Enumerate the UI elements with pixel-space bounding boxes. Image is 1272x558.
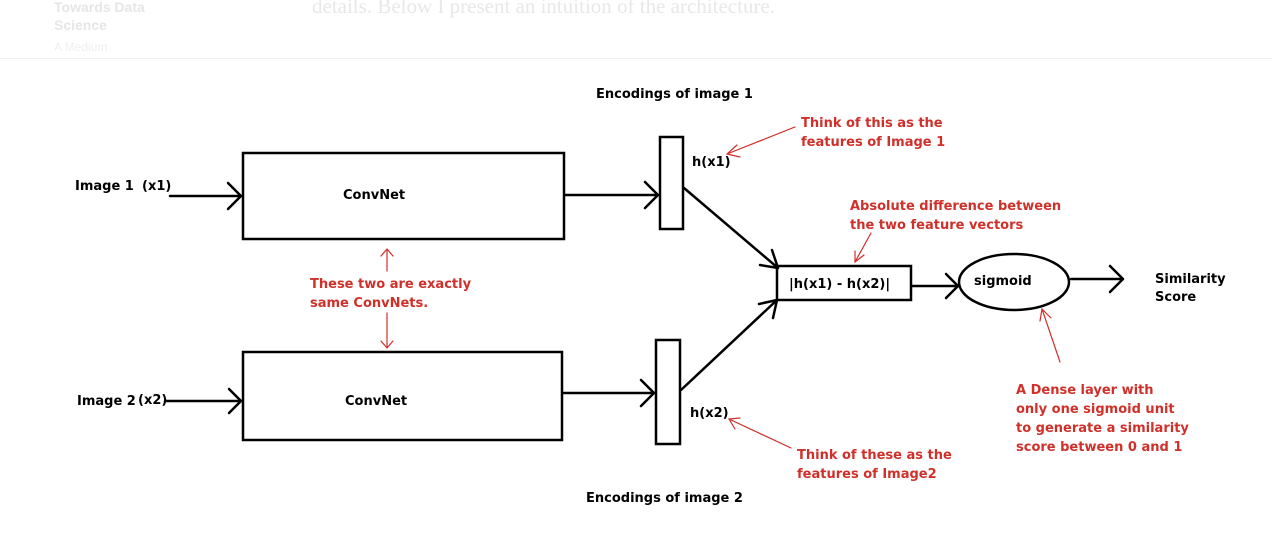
image1-var: (x1)	[142, 179, 171, 194]
arrow-encoding-top-to-difference	[682, 186, 780, 270]
difference-box	[775, 264, 913, 302]
note-same-line1: These two are exactly	[310, 277, 472, 292]
convnet-top-label: ConvNet	[343, 188, 405, 203]
note-difference-line2: the two feature vectors	[850, 218, 1024, 233]
arrow-image1-to-convnet	[168, 181, 243, 211]
publication-subtitle: A Medium	[54, 40, 108, 54]
h2-label: h(x2)	[690, 406, 729, 421]
difference-label: |h(x1) - h(x2)|	[789, 277, 890, 292]
note-dense-line3: to generate a similarity	[1016, 421, 1189, 436]
annotation-arrow-same-up	[380, 248, 394, 272]
arrow-convnet-to-encoding-bottom	[561, 378, 656, 408]
encodings-top-label: Encodings of image 1	[596, 87, 753, 102]
annotation-arrow-same-down	[380, 312, 394, 349]
note-dense-line4: score between 0 and 1	[1016, 440, 1182, 455]
note-difference-line1: Absolute difference between	[850, 199, 1061, 214]
arrow-encoding-bottom-to-difference	[679, 298, 779, 392]
arrow-sigmoid-to-score	[1069, 264, 1125, 294]
article-header: Towards Data Science A Medium details. B…	[0, 0, 1272, 59]
image2-label: Image 2	[77, 394, 136, 409]
note-h2-line1: Think of these as the	[797, 448, 952, 463]
arrow-convnet-to-encoding-top	[563, 180, 660, 210]
annotation-arrow-difference	[854, 232, 872, 264]
annotation-arrow-h2	[727, 417, 792, 449]
convnet-bottom-label: ConvNet	[345, 394, 407, 409]
convnet-box-top	[241, 151, 566, 241]
article-text-line: details. Below I present an intuition of…	[312, 0, 776, 18]
output-label-line1: Similarity	[1155, 272, 1226, 287]
note-dense-line2: only one sigmoid unit	[1016, 402, 1175, 417]
note-h2-line2: features of Image2	[797, 467, 937, 482]
sigmoid-ellipse	[957, 252, 1071, 312]
annotation-arrow-dense	[1039, 307, 1061, 363]
publication-name-line1[interactable]: Towards Data	[54, 0, 145, 15]
image1-label: Image 1	[75, 179, 134, 194]
arrow-difference-to-sigmoid	[910, 272, 960, 300]
encoding-bar-bottom	[654, 338, 682, 446]
output-label-line2: Score	[1155, 290, 1196, 305]
arrow-image2-to-convnet	[163, 387, 243, 415]
convnet-box-bottom	[241, 350, 564, 442]
h1-label: h(x1)	[692, 155, 731, 170]
annotation-arrow-h1	[725, 126, 796, 158]
encodings-bottom-label: Encodings of image 2	[586, 491, 743, 506]
publication-name-line2[interactable]: Science	[54, 17, 107, 33]
note-same-line2: same ConvNets.	[310, 296, 428, 311]
image2-var: (x2)	[138, 393, 167, 408]
encoding-bar-top	[658, 135, 685, 231]
note-h1-line2: features of Image 1	[801, 135, 945, 150]
sigmoid-label: sigmoid	[974, 274, 1032, 289]
note-h1-line1: Think of this as the	[801, 116, 943, 131]
note-dense-line1: A Dense layer with	[1016, 383, 1154, 398]
